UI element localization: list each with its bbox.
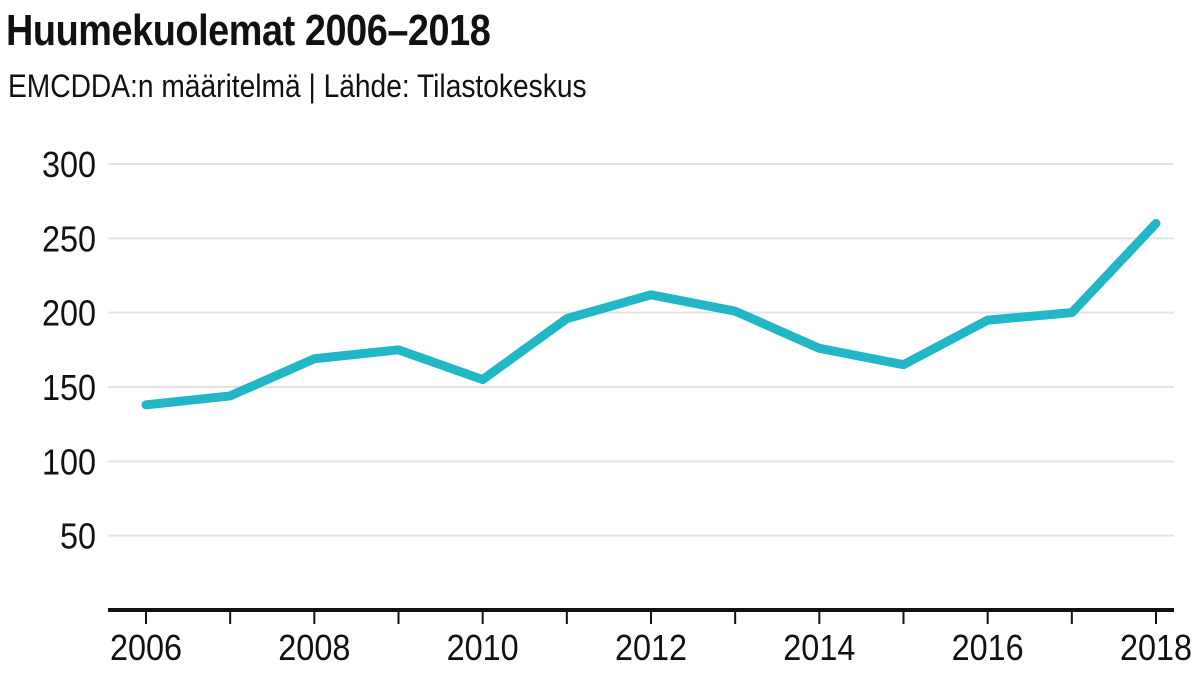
x-tick-labels: 2006 2008 2010 2012 2014 2016 2018 [110, 628, 1192, 668]
x-tick-label: 2012 [615, 628, 687, 668]
x-tick-label: 2018 [1120, 628, 1192, 668]
x-tick-label: 2008 [278, 628, 350, 668]
y-tick-label: 250 [42, 220, 96, 260]
y-tick-label: 100 [42, 443, 96, 483]
x-tick-label: 2010 [447, 628, 519, 668]
y-gridlines [108, 163, 1174, 537]
y-tick-label: 300 [42, 145, 96, 185]
y-tick-label: 200 [42, 294, 96, 334]
x-tick-label: 2006 [110, 628, 182, 668]
chart-title: Huumekuolemat 2006–2018 [6, 6, 491, 55]
series-line [141, 218, 1161, 410]
x-axis [108, 608, 1174, 624]
y-tick-labels: 50 100 150 200 250 300 [42, 145, 96, 557]
x-tick-label: 2016 [952, 628, 1024, 668]
y-tick-label: 150 [42, 368, 96, 408]
series-lines [141, 218, 1161, 410]
y-tick-label: 50 [60, 517, 96, 557]
x-tick-label: 2014 [783, 628, 855, 668]
chart-subtitle: EMCDDA:n määritelmä | Lähde: Tilastokesk… [8, 68, 587, 104]
